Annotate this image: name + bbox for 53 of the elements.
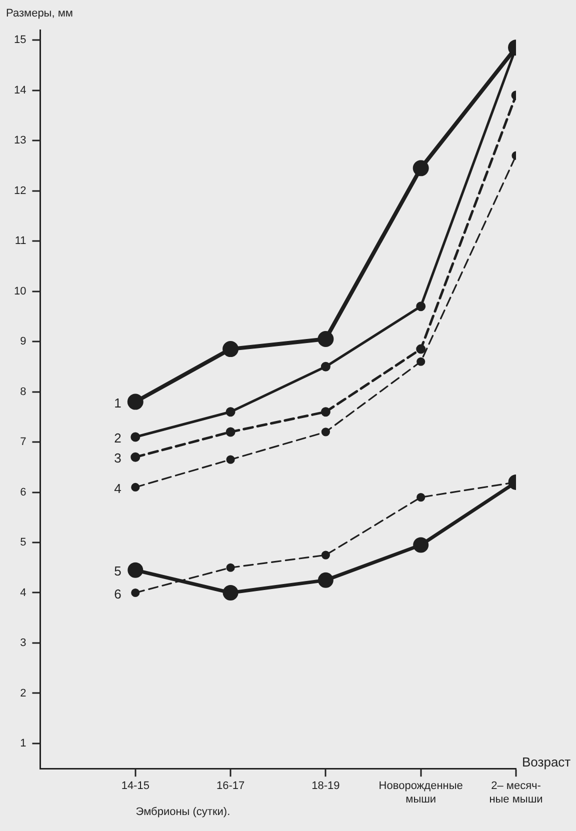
point bbox=[131, 588, 140, 598]
point bbox=[320, 362, 330, 372]
point bbox=[321, 428, 330, 436]
point bbox=[226, 563, 235, 572]
point bbox=[318, 572, 334, 588]
series-label: 6 bbox=[114, 586, 122, 602]
point bbox=[320, 407, 330, 417]
y-tick-label: 11 bbox=[14, 235, 26, 248]
y-tick-label: 13 bbox=[14, 134, 26, 147]
x-tick-label: Новорожденные мыши bbox=[378, 780, 463, 806]
point bbox=[222, 584, 238, 600]
point bbox=[413, 537, 429, 553]
point bbox=[416, 357, 426, 366]
y-tick-label: 15 bbox=[14, 34, 26, 46]
y-tick-label: 10 bbox=[14, 285, 26, 298]
y-tick-label: 2 bbox=[20, 687, 26, 700]
text: Эмбрионы (сутки). bbox=[136, 806, 230, 818]
series-label: 4 bbox=[114, 480, 122, 496]
y-tick-label: 5 bbox=[20, 536, 26, 549]
y-tick-label: 14 bbox=[14, 84, 26, 96]
point bbox=[226, 427, 236, 437]
point bbox=[127, 394, 144, 410]
y-tick-label: 4 bbox=[20, 586, 26, 599]
point bbox=[226, 407, 236, 417]
y-tick-label: 9 bbox=[20, 336, 26, 348]
point bbox=[130, 432, 140, 442]
y-tick-label: 12 bbox=[14, 184, 26, 197]
x-axis-title: Возраст bbox=[522, 754, 571, 770]
point bbox=[131, 482, 140, 492]
point bbox=[412, 160, 429, 176]
point bbox=[226, 455, 235, 464]
y-tick-label: 1 bbox=[20, 738, 26, 750]
series-label: 3 bbox=[114, 450, 122, 466]
x-tick-label: 18-19 bbox=[312, 780, 340, 792]
point bbox=[416, 344, 426, 354]
y-tick-label: 8 bbox=[20, 386, 26, 398]
point bbox=[222, 341, 239, 358]
y-tick-label: 7 bbox=[20, 436, 26, 448]
y-axis-title: Размеры, мм bbox=[6, 8, 73, 20]
series-label: 5 bbox=[114, 564, 122, 579]
point bbox=[130, 452, 140, 462]
series-label: 2 bbox=[114, 430, 122, 446]
series-label: 1 bbox=[114, 395, 122, 410]
y-tick-label: 6 bbox=[20, 486, 26, 498]
x-tick-label: 14-15 bbox=[121, 780, 150, 792]
point bbox=[416, 302, 426, 312]
x-tick-label: 16-17 bbox=[216, 780, 245, 792]
point bbox=[128, 562, 144, 578]
point bbox=[416, 492, 426, 502]
point bbox=[321, 550, 330, 560]
point bbox=[318, 331, 334, 348]
y-tick-label: 3 bbox=[20, 637, 26, 650]
x-tick-label: 2– месяч- ные мыши bbox=[489, 780, 543, 806]
